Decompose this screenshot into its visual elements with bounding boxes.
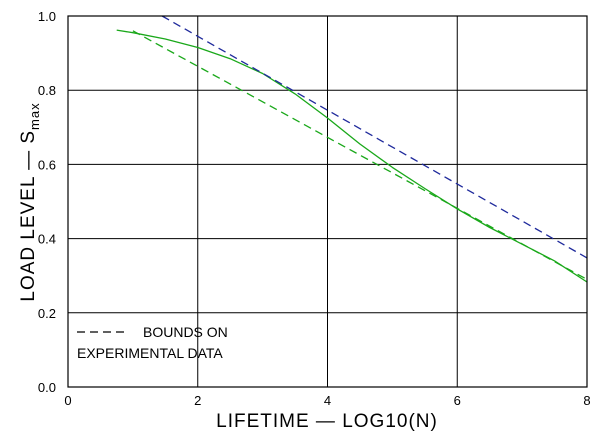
x-tick-label: 6 [454, 393, 461, 408]
plot-frame [67, 15, 588, 388]
y-tick-label: 0.2 [38, 306, 56, 321]
svg-text:LOAD LEVEL — Smax: LOAD LEVEL — Smax [18, 102, 42, 301]
y-tick-label: 1.0 [38, 9, 56, 24]
x-tick-label: 8 [583, 393, 590, 408]
x-tick-label: 4 [324, 393, 331, 408]
x-tick-label: 2 [194, 393, 201, 408]
legend-line-1: BOUNDS ON [143, 324, 228, 340]
tick-labels: 0 2 4 6 8 0.0 0.2 0.4 0.6 0.8 1.0 [38, 9, 591, 408]
y-axis-label-subscript: max [27, 102, 42, 130]
y-tick-label: 0.4 [38, 232, 56, 247]
y-axis-label-main: LOAD LEVEL — S [18, 130, 39, 302]
legend: BOUNDS ON EXPERIMENTAL DATA [77, 324, 228, 361]
x-axis-label: LIFETIME — LOG10(N) [216, 411, 438, 432]
y-tick-label: 0.6 [38, 157, 56, 172]
y-tick-label: 0.8 [38, 83, 56, 98]
legend-line-2: EXPERIMENTAL DATA [77, 345, 223, 361]
series-green-solid-line [116, 29, 588, 283]
x-tick-label: 0 [64, 393, 71, 408]
y-axis-label: LOAD LEVEL — Smax [18, 102, 42, 301]
grid [68, 16, 587, 387]
series-blue-dashed-line [161, 15, 588, 259]
series-layer [116, 15, 588, 283]
y-tick-label: 0.0 [38, 380, 56, 395]
series-green-dashed-line [132, 30, 588, 280]
